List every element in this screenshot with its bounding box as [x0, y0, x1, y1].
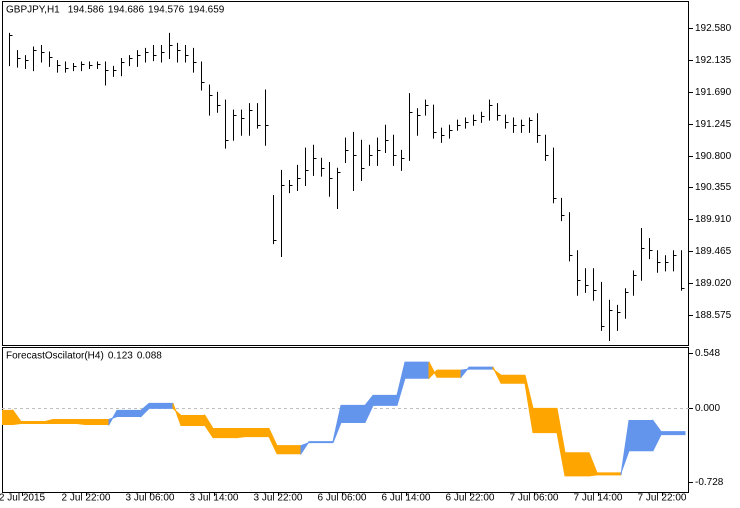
x-tick-label: 2 Jul 2015: [0, 493, 46, 504]
oscillator-band: [2, 409, 14, 426]
oscillator-title: ForecastOscilator(H4): [6, 351, 104, 362]
x-tick-label: 3 Jul 14:00: [190, 493, 239, 504]
x-tick-label: 3 Jul 22:00: [254, 493, 303, 504]
oscillator-band: [140, 402, 174, 418]
oscillator-band: [428, 361, 462, 380]
y-tick-label: 0.548: [695, 348, 720, 359]
oscillator-band: [396, 361, 430, 406]
x-tick-label: 7 Jul 14:00: [574, 493, 623, 504]
oscillator-value: 0.088: [137, 351, 162, 362]
y-tick-label: -0.728: [695, 477, 724, 488]
y-tick-label: 189.465: [695, 246, 732, 257]
oscillator-band: [44, 418, 78, 425]
price-panel-frame: [2, 1, 689, 346]
chart-title: GBPJPY,H1: [6, 5, 60, 16]
price-plot: [9, 32, 685, 341]
oscillator-band: [268, 428, 302, 455]
oscillator-band: [172, 403, 206, 427]
oscillator-band: [12, 408, 46, 426]
oscillator-band: [652, 418, 686, 451]
x-tick-label: 6 Jul 22:00: [446, 493, 495, 504]
y-tick-label: 190.355: [695, 182, 732, 193]
oscillator-band: [492, 366, 526, 384]
oscillator-value: 0.123: [108, 351, 133, 362]
x-tick-label: 6 Jul 14:00: [382, 493, 431, 504]
quote-value: 194.586: [68, 5, 105, 16]
y-tick-label: 192.580: [695, 23, 732, 34]
quote-value: 194.686: [108, 5, 145, 16]
oscillator-band: [204, 413, 238, 439]
y-tick-label: 192.135: [695, 55, 732, 66]
y-tick-label: 189.020: [695, 278, 732, 289]
oscillator-band: [460, 366, 494, 379]
oscillator-band: [300, 441, 334, 456]
oscillator-plot: [2, 361, 689, 477]
oscillator-band: [620, 420, 654, 475]
x-tick-label: 7 Jul 06:00: [510, 493, 559, 504]
oscillator-band: [332, 404, 366, 443]
x-tick-label: 7 Jul 22:00: [638, 493, 687, 504]
axes: GBPJPY,H1 194.586 194.686 194.576 194.659 192…: [0, 5, 732, 504]
y-tick-label: 191.245: [695, 119, 732, 130]
oscillator-band: [76, 418, 110, 426]
oscillator-band: [556, 408, 590, 477]
y-tick-label: 189.910: [695, 214, 732, 225]
oscillator-band: [588, 452, 622, 477]
x-tick-label: 2 Jul 22:00: [62, 493, 111, 504]
quote-value: 194.659: [188, 5, 225, 16]
oscillator-band: [236, 428, 270, 439]
x-tick-label: 3 Jul 06:00: [126, 493, 175, 504]
oscillator-band: [524, 375, 558, 434]
quote-value: 194.576: [148, 5, 185, 16]
oscillator-band: [108, 409, 142, 427]
y-tick-label: 0.000: [695, 403, 720, 414]
y-tick-label: 190.800: [695, 151, 732, 162]
y-tick-label: 191.690: [695, 87, 732, 98]
y-tick-label: 188.575: [695, 310, 732, 321]
x-tick-label: 6 Jul 06:00: [318, 493, 367, 504]
